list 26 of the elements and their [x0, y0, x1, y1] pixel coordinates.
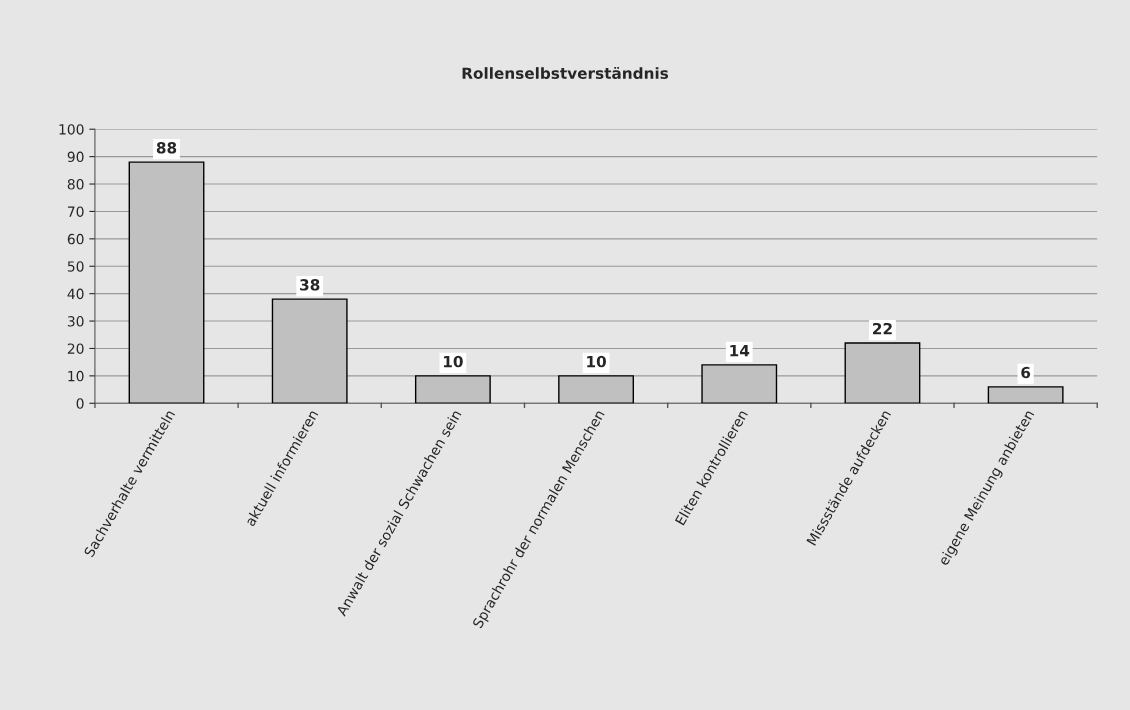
- y-tick-label: 10: [68, 370, 84, 382]
- y-tick-label: 70: [67, 206, 84, 217]
- y-tick-label: 50: [67, 261, 84, 272]
- bar: [701, 364, 778, 404]
- y-tick-label: 60: [67, 233, 84, 245]
- bar: [128, 161, 205, 404]
- bar: [987, 386, 1064, 404]
- data-label: 88: [156, 142, 177, 154]
- data-label: 14: [730, 345, 750, 357]
- bar: [558, 375, 634, 404]
- bar: [844, 342, 921, 404]
- data-label: 38: [300, 279, 320, 291]
- data-label: 10: [443, 355, 463, 368]
- data-label: 6: [1021, 366, 1031, 379]
- y-tick-label: 100: [59, 124, 84, 135]
- data-label: 10: [587, 355, 606, 368]
- y-tick-label: 80: [67, 179, 84, 190]
- y-tick-label: 30: [67, 316, 84, 327]
- y-tick-label: 40: [67, 288, 84, 300]
- y-tick-label: 90: [67, 151, 84, 163]
- y-tick-label: 0: [76, 398, 84, 409]
- y-tick-label: 20: [67, 343, 84, 354]
- bar: [271, 298, 348, 404]
- data-label: 22: [873, 322, 892, 335]
- bar: [414, 375, 491, 404]
- chart-title: Rollenselbstverständnis: [462, 66, 669, 79]
